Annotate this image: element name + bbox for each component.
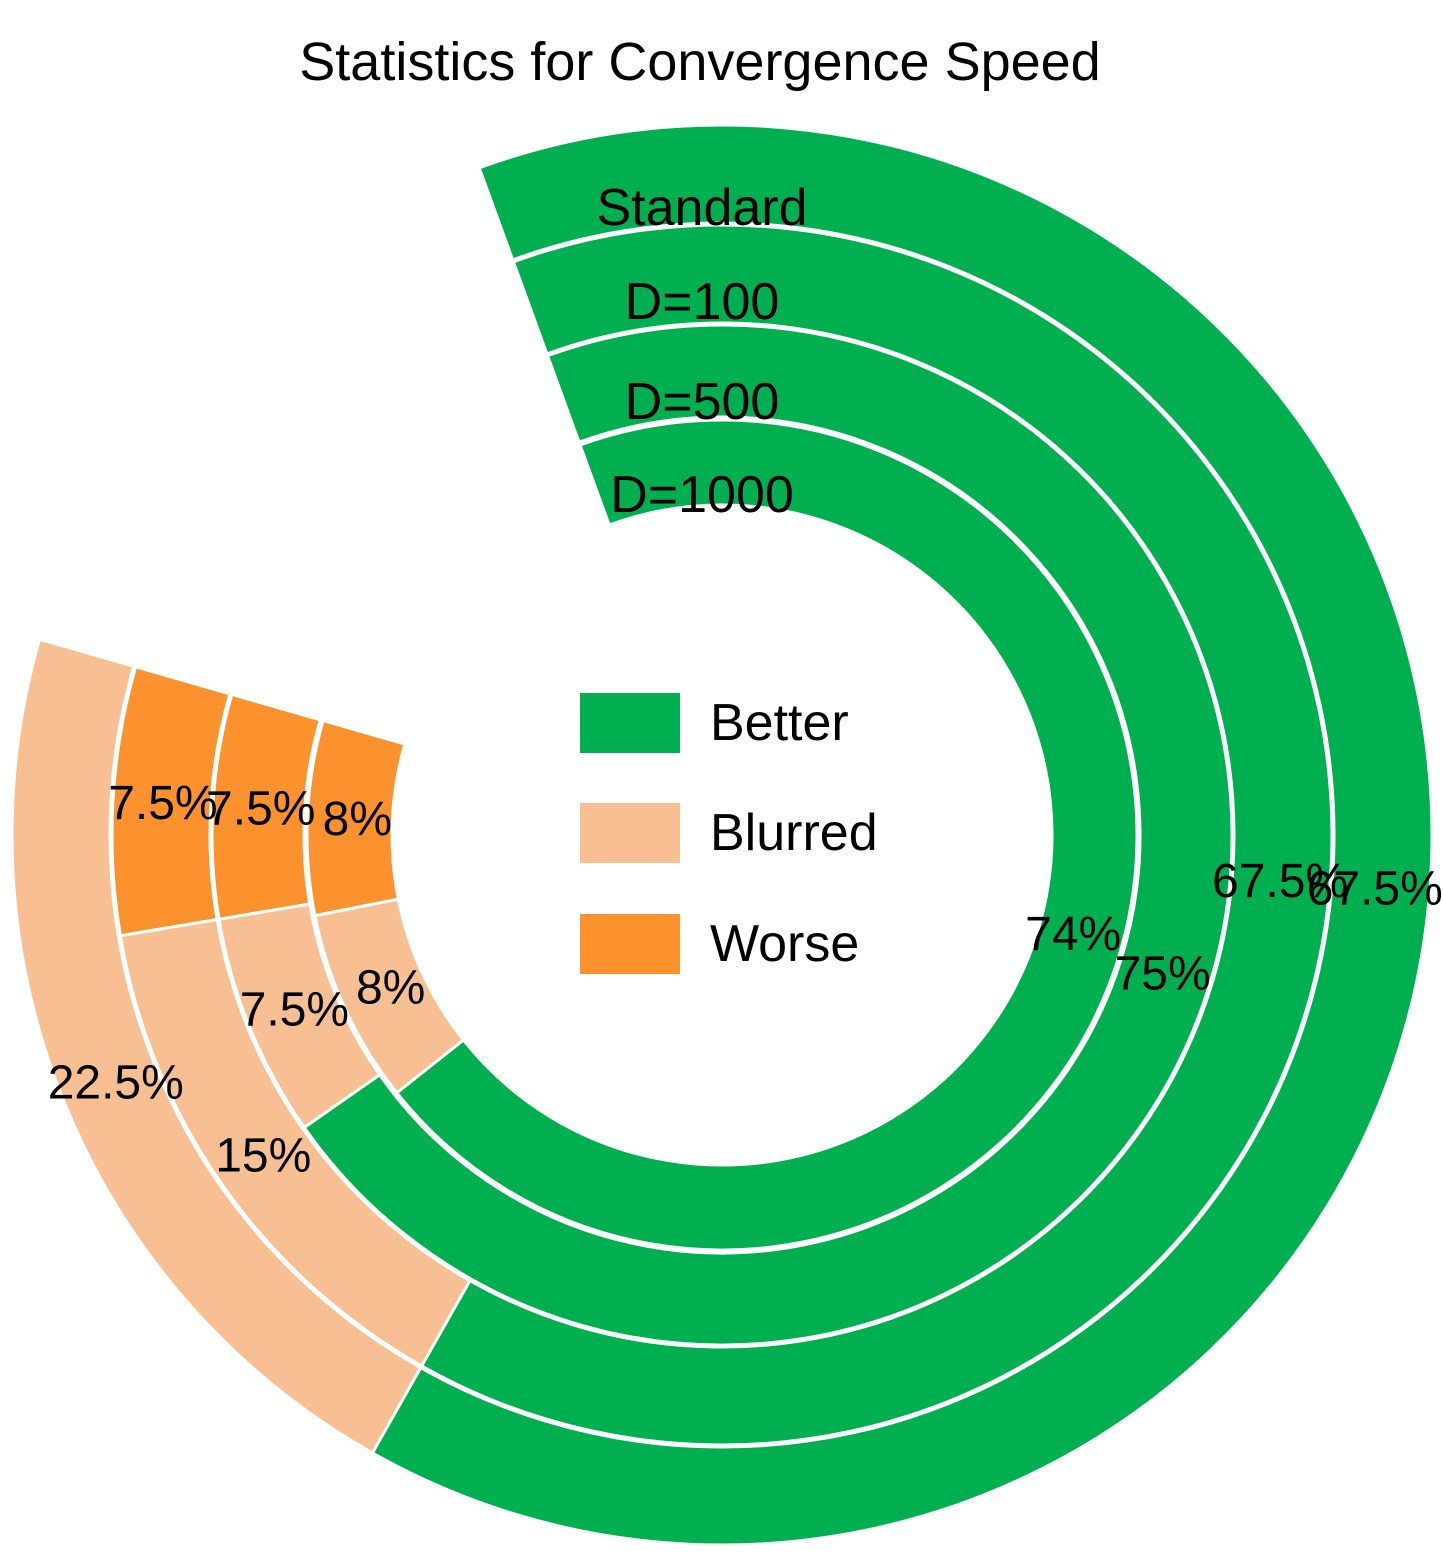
- data-label-d-100-blurred: 15%: [215, 1130, 311, 1183]
- legend-swatch-worse: [580, 914, 680, 974]
- data-labels-group: 67.5%22.5%67.5%15%7.5%75%7.5%7.5%74%8%8%: [48, 777, 1443, 1183]
- legend-label-blurred: Blurred: [710, 804, 878, 862]
- arc-d-100-better: [419, 223, 1334, 1447]
- ring-label-standard: Standard: [596, 179, 807, 237]
- arc-d-500-better: [302, 323, 1234, 1347]
- data-label-d-500-worse: 7.5%: [206, 782, 315, 835]
- data-label-d-100-worse: 7.5%: [108, 777, 217, 830]
- arc-d-500-worse: [210, 692, 323, 921]
- arc-d-1000-better: [394, 418, 1139, 1252]
- legend-label-worse: Worse: [710, 915, 859, 973]
- arc-d-1000-worse: [305, 718, 407, 918]
- ring-label-d-500: D=500: [625, 373, 780, 431]
- data-label-standard-blurred: 22.5%: [48, 1057, 184, 1110]
- data-label-d-500-better: 75%: [1115, 947, 1211, 1000]
- data-label-d-1000-worse: 8%: [323, 793, 392, 846]
- chart-title: Statistics for Convergence Speed: [299, 32, 1100, 92]
- data-label-d-500-blurred: 7.5%: [240, 983, 349, 1036]
- arc-standard-better: [370, 123, 1434, 1547]
- ring-label-d-100: D=100: [625, 273, 780, 331]
- legend: Better Blurred Worse: [580, 693, 878, 974]
- data-label-standard-better: 67.5%: [1307, 863, 1443, 916]
- arc-d-100-worse: [110, 665, 232, 938]
- data-label-d-100-better: 67.5%: [1212, 855, 1348, 908]
- ring-label-d-1000: D=1000: [610, 466, 794, 524]
- ring-labels-group: Standard D=100 D=500 D=1000: [596, 179, 807, 524]
- data-label-d-1000-better: 74%: [1025, 908, 1121, 961]
- legend-label-better: Better: [710, 694, 849, 752]
- rings-group: [10, 123, 1434, 1547]
- legend-swatch-better: [580, 693, 680, 753]
- arc-standard-blurred: [10, 637, 423, 1455]
- data-label-d-1000-blurred: 8%: [356, 962, 425, 1015]
- legend-swatch-blurred: [580, 803, 680, 863]
